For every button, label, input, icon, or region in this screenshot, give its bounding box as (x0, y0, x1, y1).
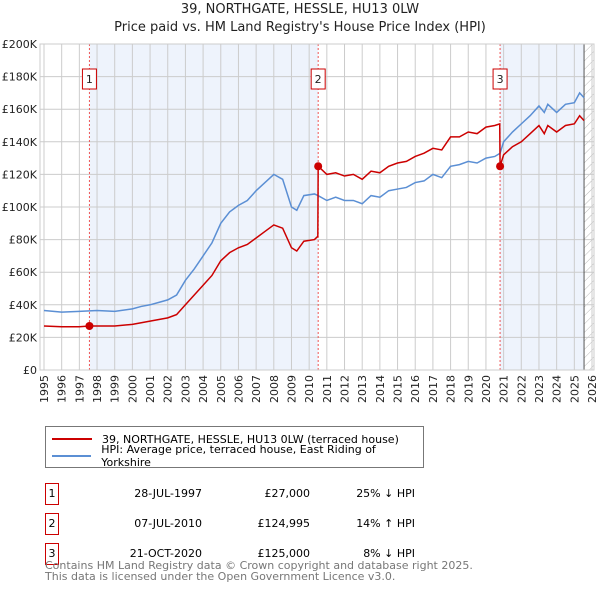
series-line-property (43, 114, 585, 328)
sale-price: £124,995 (257, 517, 311, 530)
x-tick-label: 2006 (232, 375, 245, 403)
sale-point (85, 321, 94, 330)
sale-number: 2 (45, 513, 59, 535)
x-tick-label: 2013 (356, 375, 369, 403)
chart-title: 39, NORTHGATE, HESSLE, HU13 0LW (180, 2, 420, 17)
y-tick-label: £0 (23, 364, 37, 377)
sale-hpi-diff: 14% ↑ HPI (356, 517, 415, 530)
x-tick-label: 2016 (409, 375, 422, 403)
x-tick-label: 2011 (321, 375, 334, 403)
y-tick-label: £160K (2, 103, 38, 116)
sale-date: 21-OCT-2020 (129, 547, 202, 560)
x-tick-label: 2022 (515, 375, 528, 403)
y-tick-label: £20K (9, 331, 38, 344)
sale-date: 07-JUL-2010 (134, 517, 202, 530)
x-tick-label: 2003 (179, 375, 192, 403)
y-tick-label: £40K (9, 299, 38, 312)
footer: Contains HM Land Registry data © Crown c… (45, 559, 473, 583)
x-tick-label: 2018 (445, 375, 458, 403)
sale-label-box (492, 68, 508, 90)
sale-number: 1 (45, 483, 59, 505)
x-tick-label: 2005 (215, 375, 228, 403)
sale-label: 1 (86, 73, 93, 86)
x-tick-label: 2024 (551, 375, 564, 403)
sale-price: £125,000 (257, 547, 311, 560)
sale-label: 3 (497, 73, 504, 86)
sale-date: 28-JUL-1997 (134, 487, 202, 500)
x-tick-label: 2017 (427, 375, 440, 403)
x-tick-label: 1998 (91, 375, 104, 403)
sale-row: 1 28-JUL-1997 £27,000 25% ↓ HPI (45, 483, 415, 505)
x-tick-label: 2004 (197, 375, 210, 403)
x-tick-label: 2015 (392, 375, 405, 403)
y-tick-label: £60K (9, 266, 38, 279)
x-tick-label: 1999 (109, 375, 122, 403)
y-tick-label: £100K (2, 201, 38, 214)
x-tick-label: 2023 (533, 375, 546, 403)
chart: 1995 1996 1997 1998 1999 2000 2001 2002 2003 2004… (2, 38, 599, 403)
x-tick-label: 2019 (462, 375, 475, 403)
sale-price: £27,000 (264, 487, 311, 500)
sale-label: 2 (315, 73, 322, 86)
x-tick-label: 2002 (162, 375, 175, 403)
x-tick-label: 2026 (586, 375, 599, 403)
chart-subtitle: Price paid vs. HM Land Registry's House … (114, 20, 486, 35)
legend: 39, NORTHGATE, HESSLE, HU13 0LW (terrace… (45, 426, 424, 469)
y-tick-label: £80K (9, 234, 38, 247)
x-tick-label: 2012 (339, 375, 352, 403)
x-tick-label: 1997 (73, 375, 86, 403)
x-tick-label: 2020 (480, 375, 493, 403)
sale-hpi-diff: 25% ↓ HPI (356, 487, 415, 500)
sale-row: 2 07-JUL-2010 £124,995 14% ↑ HPI (45, 513, 415, 535)
x-tick-label: 2001 (144, 375, 157, 403)
sale-point (314, 162, 323, 171)
x-tick-label: 2021 (498, 375, 511, 403)
x-tick-label: 2009 (285, 375, 298, 403)
x-tick-label: 2000 (126, 375, 139, 403)
sale-label-box (310, 68, 326, 90)
plot-border (39, 43, 595, 371)
x-tick-label: 2025 (568, 375, 581, 403)
y-tick-label: £200K (2, 38, 38, 51)
sale-row: 3 21-OCT-2020 £125,000 8% ↓ HPI (45, 543, 415, 565)
x-tick-label: 2014 (374, 375, 387, 403)
y-tick-label: £120K (2, 168, 38, 181)
y-tick-label: £140K (2, 136, 38, 149)
sale-hpi-diff: 8% ↓ HPI (363, 547, 415, 560)
y-tick-label: £180K (2, 71, 38, 84)
x-tick-label: 2007 (250, 375, 263, 403)
x-tick-label: 1996 (56, 375, 69, 403)
sale-point (496, 162, 505, 171)
legend-item-property: 39, NORTHGATE, HESSLE, HU13 0LW (terrace… (52, 432, 399, 446)
sale-number: 3 (45, 543, 59, 565)
series-line-hpi (43, 91, 585, 313)
x-tick-label: 2008 (268, 375, 281, 403)
sale-label-box (81, 68, 97, 90)
x-tick-label: 1995 (38, 375, 51, 403)
x-tick-label: 2010 (303, 375, 316, 403)
legend-item-hpi: HPI: Average price, terraced house, East… (52, 443, 423, 469)
